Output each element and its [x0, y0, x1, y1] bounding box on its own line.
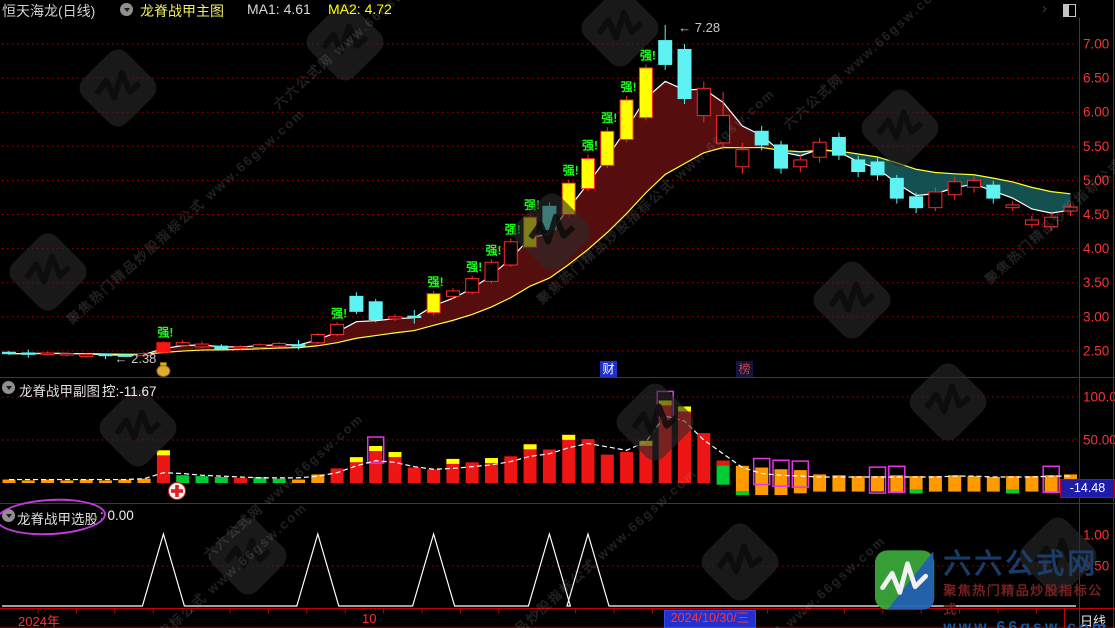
- svg-text:5.50: 5.50: [1083, 139, 1109, 154]
- svg-text:强!: 强!: [524, 198, 540, 212]
- svg-text:4.00: 4.00: [1083, 241, 1109, 256]
- svg-text:1.00: 1.00: [1083, 528, 1109, 543]
- svg-text:强!: 强!: [621, 80, 637, 94]
- panel-toggle-icon[interactable]: [1063, 4, 1076, 17]
- svg-text:强!: 强!: [157, 325, 173, 339]
- period-selector[interactable]: 日线: [1080, 614, 1107, 628]
- svg-text:4.50: 4.50: [1083, 207, 1109, 222]
- sub2-indicator-value: : 0.00: [100, 508, 134, 523]
- svg-text:强!: 强!: [563, 164, 579, 178]
- svg-text:6.00: 6.00: [1083, 105, 1109, 120]
- sub1-indicator-value: 控:-11.67: [102, 384, 157, 399]
- ma1-value: MA1: 4.61: [247, 1, 311, 17]
- svg-text:强!: 强!: [505, 222, 521, 236]
- collapse-sub1-icon[interactable]: [2, 381, 15, 394]
- svg-text:50.00: 50.00: [1083, 433, 1115, 448]
- svg-text:强!: 强!: [331, 306, 347, 320]
- ma2-value: MA2: 4.72: [328, 1, 392, 17]
- svg-text:强!: 强!: [582, 138, 598, 152]
- wealth-tag[interactable]: 财: [600, 361, 617, 377]
- svg-text:2.50: 2.50: [1083, 343, 1109, 358]
- logo-tagline: 聚焦热门精品炒股指标公式: [943, 583, 1103, 617]
- logo-url: www.66gsw.com: [943, 619, 1110, 628]
- chevron-right-icon[interactable]: ›: [1042, 0, 1047, 17]
- svg-text:3.00: 3.00: [1083, 309, 1109, 324]
- svg-text:强!: 强!: [601, 111, 617, 125]
- svg-text:100.0: 100.0: [1083, 390, 1115, 405]
- svg-text:7.00: 7.00: [1083, 37, 1109, 52]
- pulse-logo-icon: [874, 550, 935, 610]
- stock-title: 恒天海龙(日线): [2, 3, 96, 19]
- svg-text:强!: 强!: [640, 48, 656, 62]
- svg-text:6.50: 6.50: [1083, 71, 1109, 86]
- sub1-current-marker: -14.48: [1060, 479, 1115, 498]
- main-indicator-name[interactable]: 龙脊战甲主图: [140, 3, 224, 19]
- axis-year-label: 2024年: [18, 614, 60, 628]
- svg-text:强!: 强!: [486, 244, 502, 258]
- site-logo: 六六公式网 聚焦热门精品炒股指标公式 www.66gsw.com: [874, 549, 1115, 628]
- axis-date-box: 2024/10/30/三: [664, 610, 756, 628]
- svg-text:3.50: 3.50: [1083, 275, 1109, 290]
- rank-tag[interactable]: 榜: [736, 361, 753, 377]
- svg-text:5.00: 5.00: [1083, 173, 1109, 188]
- svg-text:强!: 强!: [428, 275, 444, 289]
- collapse-sub2-icon[interactable]: [2, 509, 15, 522]
- svg-text:← 7.28: ← 7.28: [678, 20, 720, 35]
- svg-text:强!: 强!: [466, 260, 482, 274]
- sub1-indicator-name[interactable]: 龙脊战甲副图: [19, 384, 100, 399]
- collapse-main-icon[interactable]: [120, 3, 133, 16]
- sub2-indicator-name[interactable]: 龙脊战甲选股: [17, 512, 98, 527]
- svg-text:← 2.38: ← 2.38: [115, 351, 157, 366]
- logo-brand: 六六公式网: [943, 548, 1099, 579]
- axis-month-label: 10: [362, 611, 377, 626]
